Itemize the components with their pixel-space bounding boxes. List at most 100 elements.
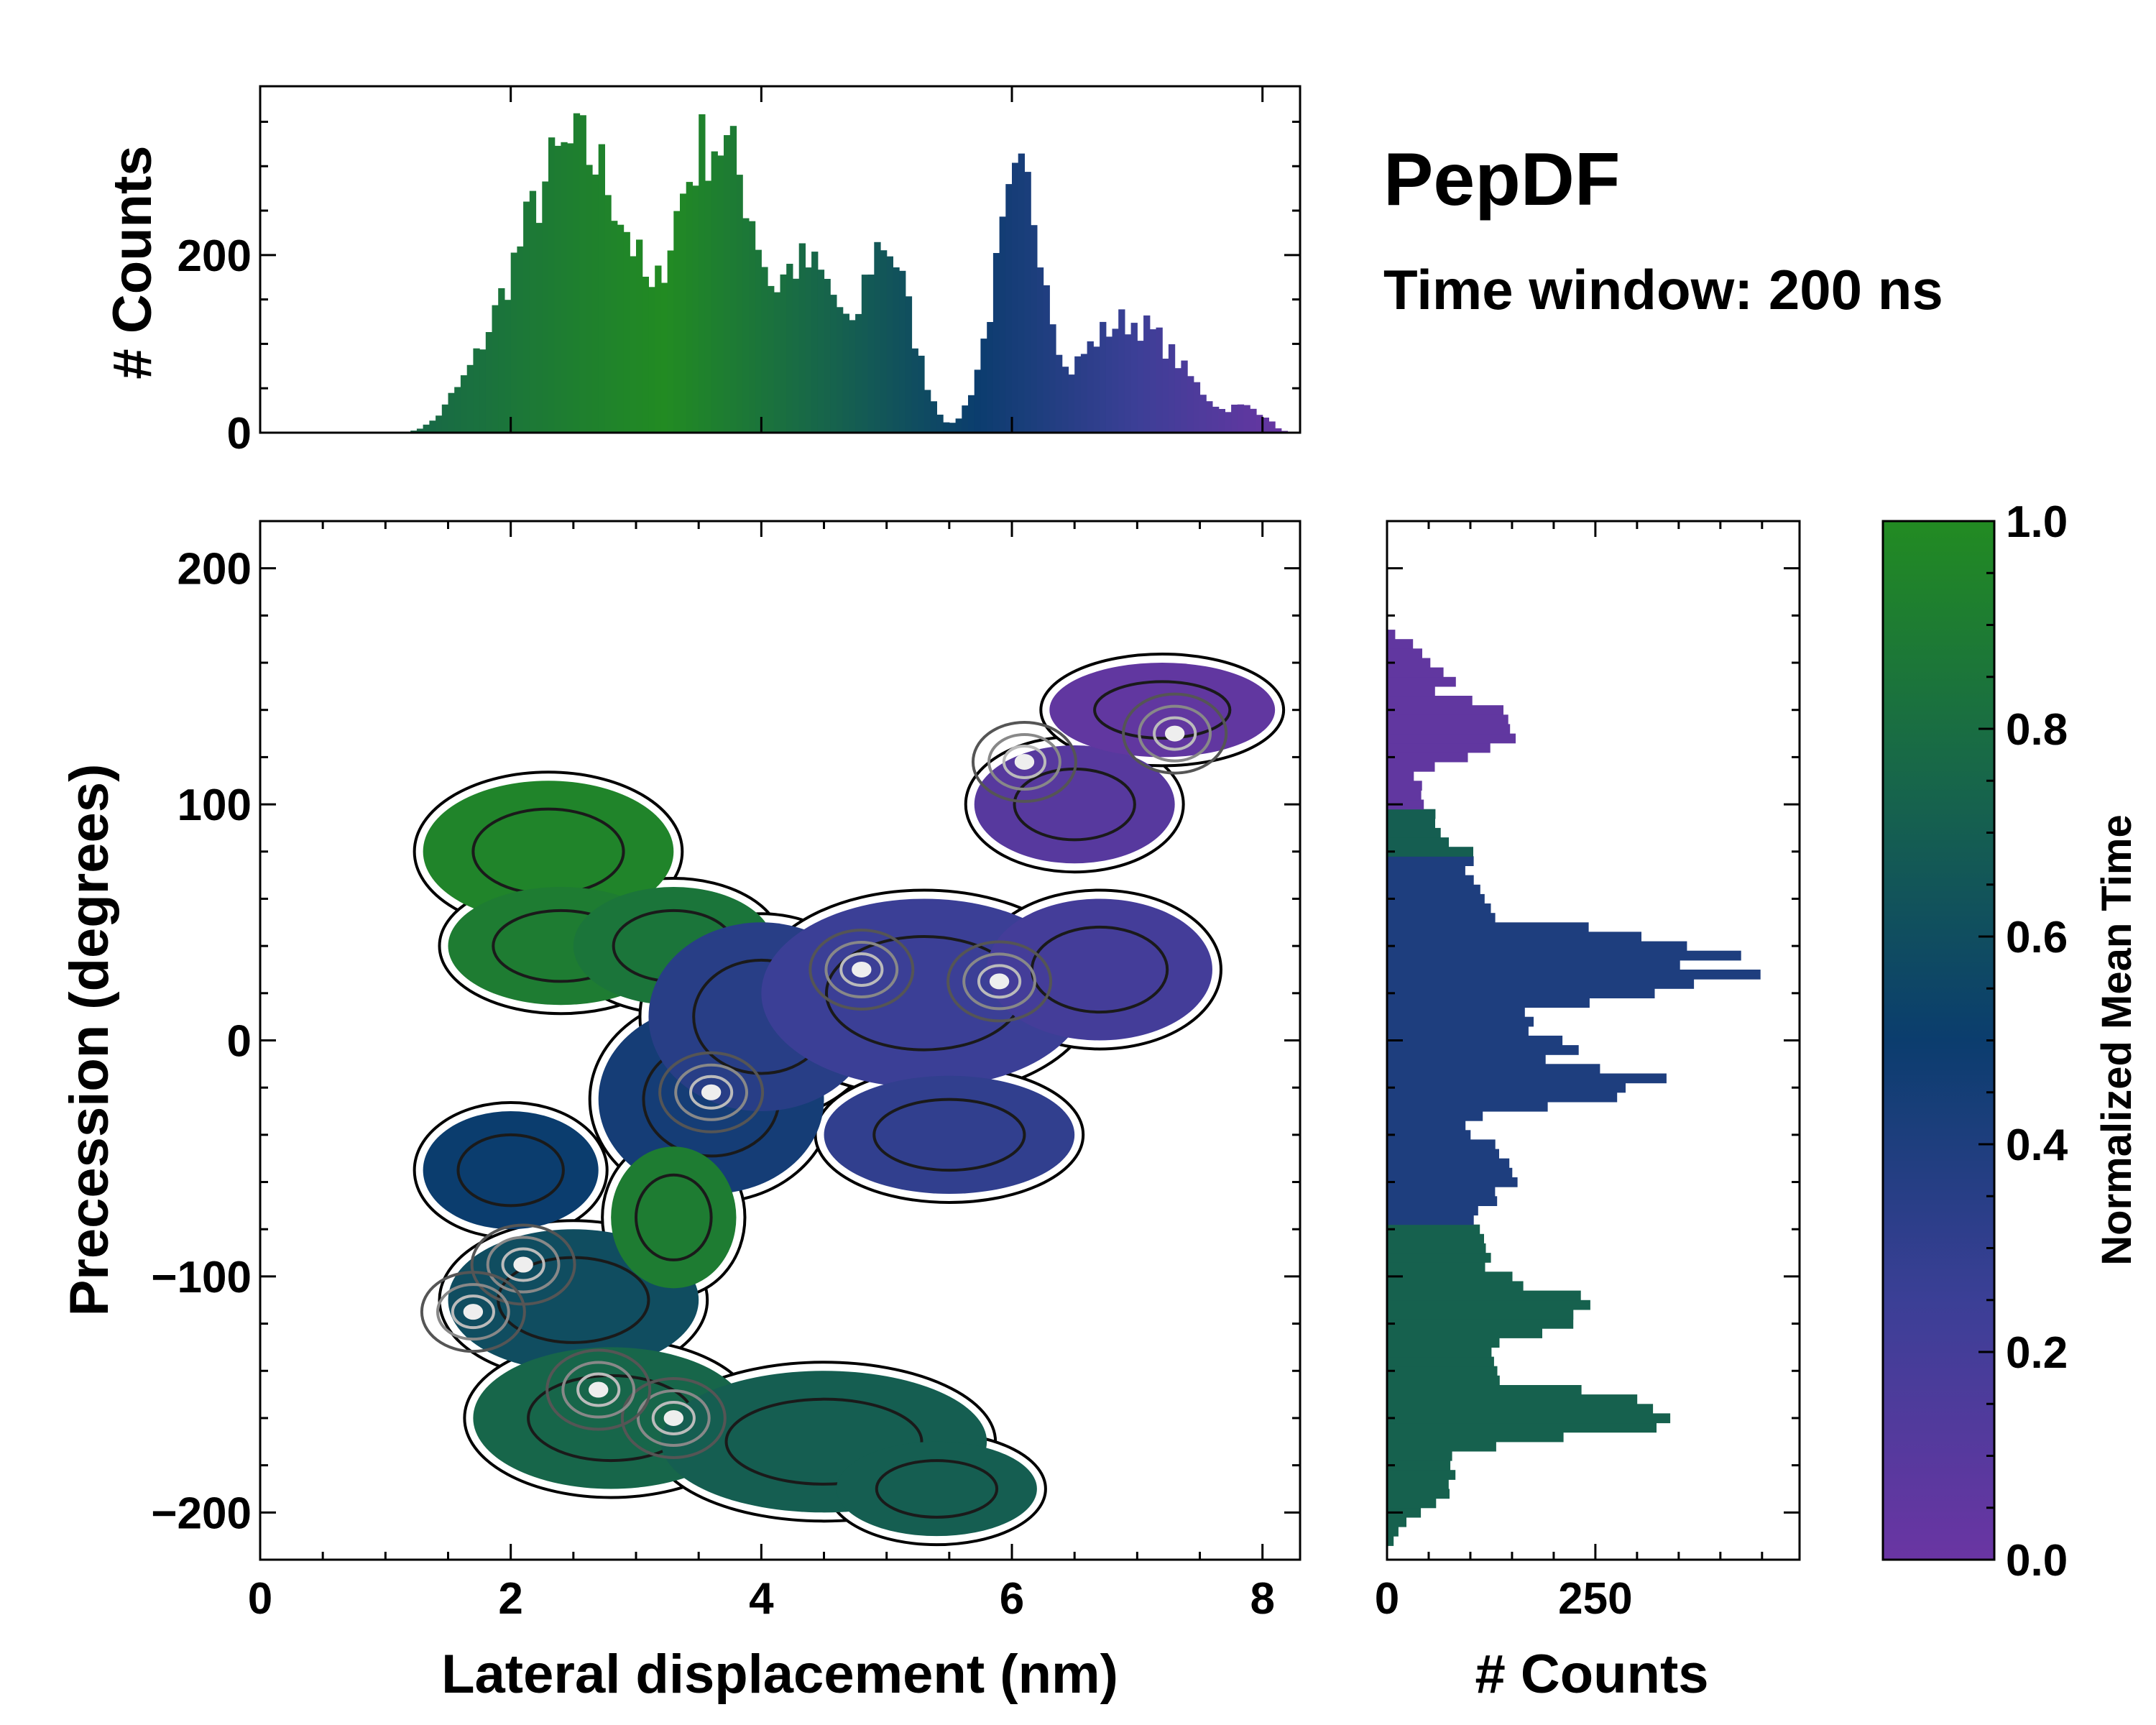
heatmap-hotspot [689, 1075, 734, 1110]
top-histogram-bar [911, 348, 918, 433]
right-histogram-bar [1387, 1187, 1496, 1197]
heatmap-hotspot [463, 1304, 484, 1320]
top-histogram-bar [460, 375, 468, 433]
top-histogram-bar [811, 252, 819, 433]
right-histogram-bar [1387, 658, 1431, 668]
heatmap-hotspot [589, 1381, 609, 1398]
top-histogram-bar [768, 285, 775, 433]
right-histogram-bar [1387, 875, 1474, 886]
top-histogram-bar [567, 143, 574, 433]
top-histogram-bar [436, 415, 443, 433]
top-histogram-bar [992, 253, 1000, 433]
top-histogram-ylabel: # Counts [102, 145, 163, 379]
top-histogram-bar [874, 242, 881, 433]
top-histogram-bar [1018, 153, 1025, 433]
right-histogram-bar [1387, 1536, 1394, 1546]
right-histogram-bar [1387, 630, 1396, 640]
colorbar-gradient [1883, 521, 1994, 1560]
right-histogram-bar [1387, 1064, 1600, 1074]
right-histogram-bar [1387, 1073, 1667, 1084]
top-histogram-bar [1218, 409, 1225, 433]
heatmap-hotspot [513, 1256, 533, 1273]
top-histogram-bar [755, 249, 762, 433]
right-histogram-xlabel: # Counts [1475, 1644, 1708, 1705]
right-histogram-bar [1387, 856, 1474, 866]
top-histogram-bar [592, 174, 599, 433]
top-histogram-bar [711, 151, 718, 433]
top-histogram-bar [786, 264, 793, 433]
top-histogram-bar [517, 246, 524, 433]
right-histogram-bar [1387, 1404, 1654, 1414]
right-histogram-bar [1387, 847, 1473, 857]
top-histogram-bar [542, 181, 549, 433]
top-histogram-bar [1174, 368, 1181, 433]
right-histogram-bar [1387, 1007, 1525, 1018]
top-histogram-bar [1130, 323, 1138, 433]
heatmap-region [824, 1075, 1075, 1194]
heatmap-contour [635, 1173, 713, 1261]
right-histogram-bar [1387, 1281, 1524, 1292]
top-histogram-bar [466, 364, 474, 433]
top-histogram-bar [548, 137, 556, 433]
heatmap-hotspot [852, 961, 872, 978]
right-histogram-bar [1387, 705, 1503, 715]
heatmap-hotspot [576, 1372, 621, 1407]
colorbar-ticks: 0.0 0.2 0.4 0.6 0.8 1.0 [1978, 497, 2068, 1586]
colorbar-label: Normalized Mean Time [2093, 814, 2140, 1265]
top-histogram-bar [1024, 172, 1031, 433]
top-histogram-bar [423, 424, 430, 433]
top-histogram-bar [962, 405, 969, 433]
top-histogram-bar [1124, 334, 1132, 433]
top-histogram-bar [861, 275, 869, 433]
heatmap-contour [1093, 680, 1232, 740]
top-histogram-bar [1193, 382, 1201, 433]
top-histogram-bar [1168, 344, 1176, 433]
right-histogram-bar [1387, 1489, 1450, 1499]
heatmap-hotspot [1014, 753, 1035, 770]
heatmap-hotspot [436, 1283, 510, 1341]
right-histogram-bar [1387, 1054, 1546, 1064]
heatmap-hotspot [1164, 725, 1185, 742]
main-heatmap: 0 2 4 6 8 −200 −100 0 100 200 Lateral displacemen… [59, 520, 1302, 1705]
heatmap-hotspot [651, 1400, 696, 1435]
top-histogram-bar [1031, 225, 1038, 433]
top-histogram-bar [611, 221, 618, 433]
top-histogram-bar [886, 256, 893, 433]
right-histogram-xtick-label: 0 [1375, 1574, 1399, 1624]
right-histogram-bar [1387, 827, 1441, 838]
right-histogram-bar [1387, 1385, 1582, 1395]
right-histogram-bar [1387, 1026, 1529, 1036]
right-histogram-bar [1387, 1092, 1618, 1103]
right-histogram-bar [1387, 1290, 1581, 1301]
top-histogram-bar [729, 126, 737, 433]
top-histogram-bar [842, 313, 849, 433]
top-histogram-bar [949, 423, 957, 433]
top-histogram-bar [642, 277, 649, 433]
right-histogram-bar [1387, 1158, 1510, 1169]
top-histogram-bar [1137, 341, 1144, 433]
heatmap-contour [875, 1459, 999, 1519]
top-histogram-bar [824, 279, 831, 433]
top-histogram-bar [1005, 184, 1013, 433]
right-histogram-bar [1387, 1101, 1548, 1112]
top-histogram-bar [529, 190, 537, 433]
heatmap-ticks: 0 2 4 6 8 −200 −100 0 100 200 [151, 521, 1300, 1624]
top-histogram-bar [473, 348, 480, 433]
heatmap-ytick-label: −100 [151, 1253, 252, 1302]
right-histogram-bar [1387, 1470, 1456, 1480]
heatmap-contour [724, 1397, 923, 1486]
heatmap-ytick-label: 200 [178, 545, 252, 594]
right-histogram-bar [1387, 1233, 1484, 1244]
right-histogram-bar [1387, 1082, 1626, 1093]
top-histogram-bar [1256, 415, 1263, 433]
right-histogram-bar [1387, 667, 1444, 678]
heatmap-hotspot [545, 1348, 652, 1431]
right-histogram-bar [1387, 1045, 1579, 1055]
heatmap-xtick-label: 0 [248, 1574, 272, 1624]
top-histogram-bar [943, 422, 950, 433]
top-histogram-bar [773, 292, 781, 433]
top-histogram-bar [1061, 367, 1069, 433]
top-histogram-bar [554, 145, 561, 433]
top-histogram-ytick-label: 0 [227, 409, 252, 459]
heatmap-hotspot [636, 1389, 711, 1447]
